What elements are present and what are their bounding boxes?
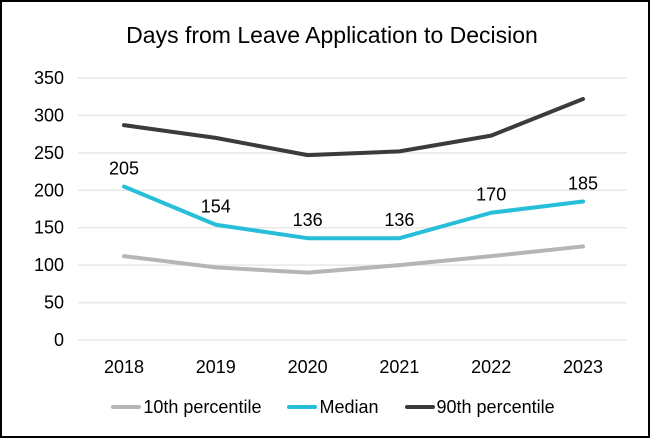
series-line-90th-percentile	[122, 96, 585, 158]
x-tick-label: 2021	[379, 357, 419, 377]
x-tick-label: 2019	[196, 357, 236, 377]
legend-label: Median	[319, 396, 379, 417]
y-tick-label: 150	[34, 218, 64, 238]
y-tick-label: 50	[44, 293, 64, 313]
legend-item-10th-percentile: 10th percentile	[111, 397, 261, 418]
x-tick-label: 2022	[471, 357, 511, 377]
series-line-median	[122, 184, 585, 241]
y-tick-label: 200	[34, 180, 64, 200]
chart-legend: 10th percentile Median 90th percentile	[2, 394, 648, 420]
legend-label: 90th percentile	[436, 396, 555, 417]
legend-swatch-90th-percentile	[404, 405, 435, 409]
legend-label: 10th percentile	[143, 396, 262, 417]
legend-item-90th-percentile: 90th percentile	[404, 396, 555, 418]
series-line-10th-percentile	[122, 244, 585, 275]
data-label: 154	[201, 197, 231, 217]
data-label: 205	[109, 159, 139, 179]
x-tick-label: 2018	[104, 357, 144, 377]
legend-swatch-10th-percentile	[111, 405, 142, 409]
legend-item-median: Median	[287, 396, 379, 418]
y-tick-label: 350	[34, 68, 64, 88]
data-label: 185	[568, 174, 598, 194]
y-tick-label: 0	[54, 330, 64, 350]
data-label: 136	[293, 210, 323, 230]
legend-swatch-median	[287, 405, 318, 409]
data-label: 136	[384, 210, 414, 230]
y-tick-label: 300	[34, 105, 64, 125]
x-tick-label: 2023	[563, 357, 603, 377]
y-tick-label: 250	[34, 143, 64, 163]
x-tick-label: 2020	[288, 357, 328, 377]
chart-title: Days from Leave Application to Decision	[126, 22, 538, 48]
y-tick-label: 100	[34, 255, 64, 275]
data-label: 170	[476, 185, 506, 205]
